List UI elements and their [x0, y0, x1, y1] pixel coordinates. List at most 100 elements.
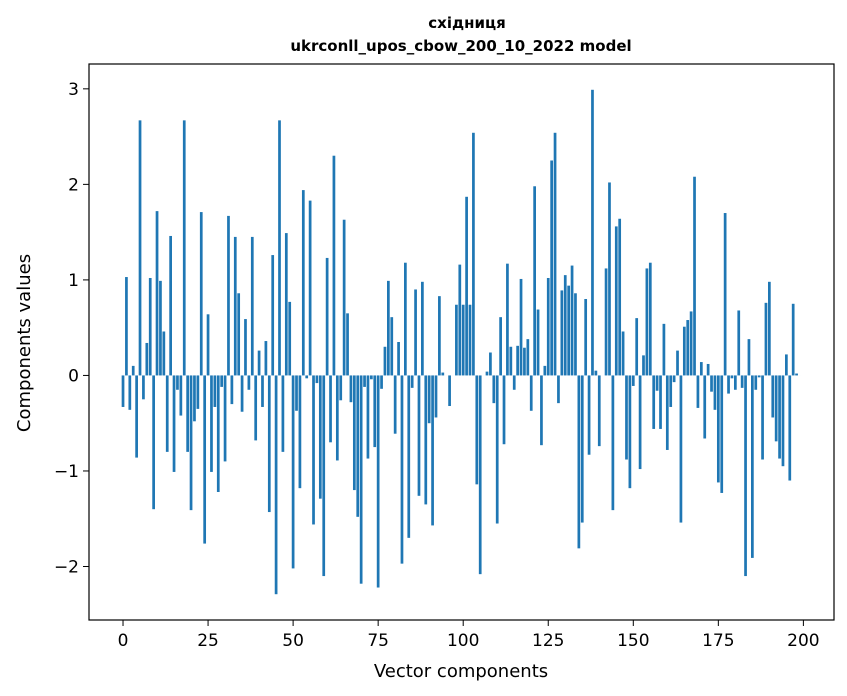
bar	[730, 375, 734, 379]
bar	[597, 375, 601, 447]
bar	[713, 375, 717, 410]
bar	[468, 304, 472, 376]
bar	[737, 310, 741, 376]
bar	[791, 303, 795, 376]
bar	[509, 346, 513, 376]
bar	[693, 176, 696, 376]
bar	[570, 265, 574, 376]
bar	[267, 375, 271, 513]
bar	[696, 375, 700, 408]
bar	[441, 372, 445, 376]
bar	[778, 375, 781, 459]
bar	[257, 350, 261, 376]
bar	[261, 375, 264, 407]
bar	[550, 160, 554, 376]
bar	[315, 375, 319, 384]
bar	[744, 375, 747, 577]
bar	[206, 314, 210, 376]
bar	[369, 375, 373, 380]
bar	[608, 182, 611, 376]
bar	[669, 375, 673, 407]
bar	[131, 365, 135, 376]
bar	[785, 354, 788, 376]
bar	[672, 375, 676, 383]
bar	[271, 255, 275, 376]
bar	[329, 375, 332, 443]
bar	[400, 375, 404, 564]
bar	[227, 215, 230, 376]
bar	[788, 375, 792, 481]
bar	[642, 355, 645, 376]
bar	[128, 375, 132, 410]
bar	[652, 375, 656, 429]
bar	[305, 375, 309, 379]
bar	[679, 375, 683, 523]
bar	[421, 281, 424, 376]
bar	[250, 236, 254, 376]
bar	[325, 257, 329, 376]
bar	[526, 339, 530, 376]
bar	[703, 375, 707, 439]
bar	[648, 262, 652, 376]
bar	[356, 375, 360, 517]
bar	[288, 301, 292, 376]
bar	[529, 375, 533, 411]
bar	[417, 375, 421, 496]
bar	[169, 235, 172, 376]
y-axis-label: Components values	[14, 254, 35, 432]
bar	[186, 375, 190, 452]
bar	[387, 280, 390, 376]
bar	[199, 212, 203, 376]
bar	[577, 375, 581, 549]
bar	[135, 375, 138, 458]
bar	[499, 317, 502, 376]
bar	[380, 375, 383, 389]
bar	[318, 375, 322, 499]
bar	[764, 302, 768, 376]
bar	[645, 268, 649, 376]
bar	[614, 226, 618, 376]
bar	[751, 375, 754, 558]
bar	[567, 285, 571, 376]
bar	[291, 375, 295, 569]
bar	[536, 309, 540, 376]
bar	[240, 375, 244, 412]
bar	[553, 132, 557, 376]
bar	[342, 219, 346, 376]
bar	[686, 320, 690, 376]
bar	[502, 375, 506, 445]
bar	[543, 365, 547, 376]
bar	[393, 375, 397, 434]
bar	[213, 375, 217, 407]
bar	[312, 375, 315, 525]
bar	[349, 375, 353, 403]
y-tick-label: 3	[68, 80, 79, 100]
bar	[716, 375, 720, 483]
bar	[155, 211, 159, 376]
bar	[560, 290, 564, 376]
bar	[404, 262, 407, 376]
bar	[710, 375, 713, 392]
x-tick-label: 75	[367, 631, 389, 651]
bar	[754, 375, 758, 390]
bar	[618, 218, 622, 376]
bar	[591, 89, 594, 376]
y-axis-ticks: −2 −1 0 1 2 3	[54, 80, 89, 578]
bar	[655, 375, 659, 391]
y-tick-label: 0	[68, 366, 79, 386]
bar	[489, 352, 492, 376]
bar	[220, 375, 224, 387]
bar	[546, 277, 550, 376]
bar	[383, 346, 387, 376]
bar	[189, 375, 193, 511]
bar	[747, 339, 751, 376]
bar	[397, 342, 400, 376]
bar	[761, 375, 764, 460]
bar	[557, 375, 560, 404]
bar	[768, 281, 771, 376]
bar	[699, 362, 703, 376]
bar	[142, 375, 145, 400]
bar	[665, 375, 669, 450]
y-tick-label: 2	[68, 175, 79, 195]
bar	[475, 375, 479, 485]
